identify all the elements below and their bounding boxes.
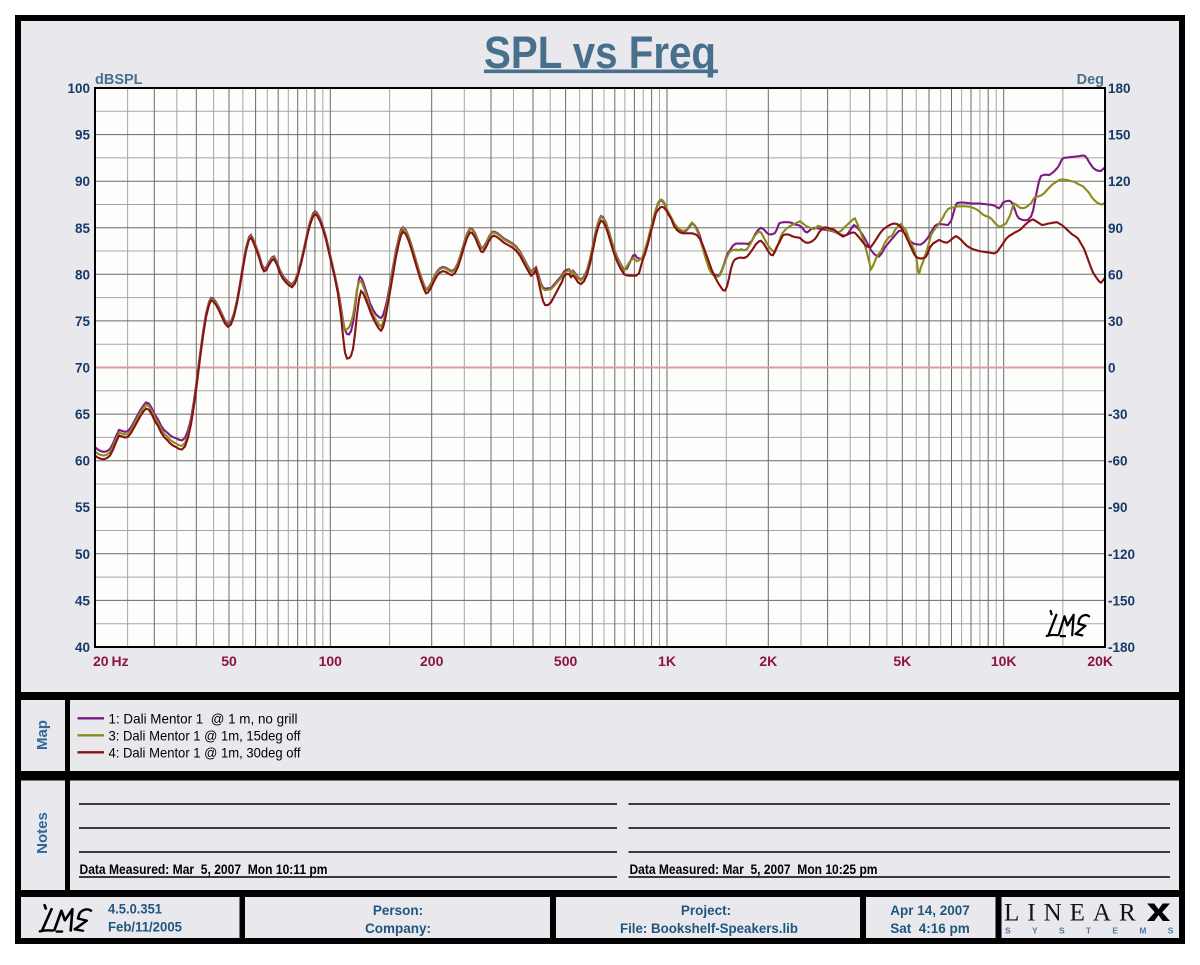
svg-text:-180: -180 <box>1108 640 1135 655</box>
svg-text:Feb/11/2005: Feb/11/2005 <box>108 920 182 935</box>
svg-text:75: 75 <box>75 314 91 329</box>
svg-text:3: Dali Mentor 1 @ 1m, 15deg o: 3: Dali Mentor 1 @ 1m, 15deg off <box>109 727 301 743</box>
svg-text:50: 50 <box>75 547 90 562</box>
svg-text:180: 180 <box>1108 81 1131 96</box>
svg-text:80: 80 <box>75 267 90 282</box>
svg-text:-90: -90 <box>1108 500 1128 515</box>
svg-text:-120: -120 <box>1108 547 1135 562</box>
svg-text:Project:: Project: <box>681 903 731 918</box>
svg-text:SYSTEMS: SYSTEMS <box>1005 926 1195 936</box>
svg-text:-60: -60 <box>1108 454 1128 469</box>
svg-text:-150: -150 <box>1108 593 1135 608</box>
svg-text:45: 45 <box>75 593 91 608</box>
svg-text:Deg: Deg <box>1077 72 1104 88</box>
svg-text:Company:: Company: <box>365 921 431 936</box>
svg-text:85: 85 <box>75 221 91 236</box>
svg-text:Person:: Person: <box>373 903 423 918</box>
svg-text:Data Measured: Mar 5, 2007 M: Data Measured: Mar 5, 2007 Mon 10:11 pm <box>80 862 328 877</box>
svg-text:1K: 1K <box>658 653 676 669</box>
svg-text:20: 20 <box>93 653 109 669</box>
svg-text:500: 500 <box>554 653 578 669</box>
svg-text:dBSPL: dBSPL <box>95 72 143 88</box>
svg-text:20K: 20K <box>1087 653 1113 669</box>
svg-text:90: 90 <box>75 174 90 189</box>
svg-text:150: 150 <box>1108 128 1131 143</box>
svg-text:60: 60 <box>75 454 90 469</box>
svg-text:30: 30 <box>1108 314 1123 329</box>
svg-text:2K: 2K <box>759 653 777 669</box>
svg-text:Data Measured: Mar 5, 2007 M: Data Measured: Mar 5, 2007 Mon 10:25 pm <box>630 862 878 877</box>
svg-text:50: 50 <box>221 653 237 669</box>
svg-text:4.5.0.351: 4.5.0.351 <box>108 902 162 917</box>
svg-text:Map: Map <box>34 720 51 750</box>
svg-text:-30: -30 <box>1108 407 1128 422</box>
svg-text:10K: 10K <box>991 653 1017 669</box>
svg-text:70: 70 <box>75 361 90 376</box>
svg-text:Sat 4:16 pm: Sat 4:16 pm <box>890 921 970 936</box>
svg-text:4: Dali Mentor 1 @ 1m, 30deg o: 4: Dali Mentor 1 @ 1m, 30deg off <box>109 744 301 760</box>
svg-text:5K: 5K <box>893 653 911 669</box>
svg-text:95: 95 <box>75 128 91 143</box>
svg-text:100: 100 <box>67 81 90 96</box>
svg-text:40: 40 <box>75 640 90 655</box>
svg-text:200: 200 <box>420 653 444 669</box>
svg-text:LINEAR: LINEAR <box>1004 900 1144 927</box>
svg-text:55: 55 <box>75 500 91 515</box>
svg-text:File: Bookshelf-Speakers.lib: File: Bookshelf-Speakers.lib <box>620 921 798 936</box>
svg-text:0: 0 <box>1108 361 1116 376</box>
svg-text:120: 120 <box>1108 174 1131 189</box>
svg-text:60: 60 <box>1108 267 1123 282</box>
svg-text:Hz: Hz <box>112 653 129 669</box>
svg-text:65: 65 <box>75 407 91 422</box>
svg-text:1: Dali Mentor 1 @ 1 m, no gr: 1: Dali Mentor 1 @ 1 m, no grill <box>109 710 298 726</box>
svg-text:90: 90 <box>1108 221 1123 236</box>
svg-text:100: 100 <box>319 653 343 669</box>
svg-text:Apr 14, 2007: Apr 14, 2007 <box>890 903 970 918</box>
svg-text:Notes: Notes <box>34 812 51 854</box>
